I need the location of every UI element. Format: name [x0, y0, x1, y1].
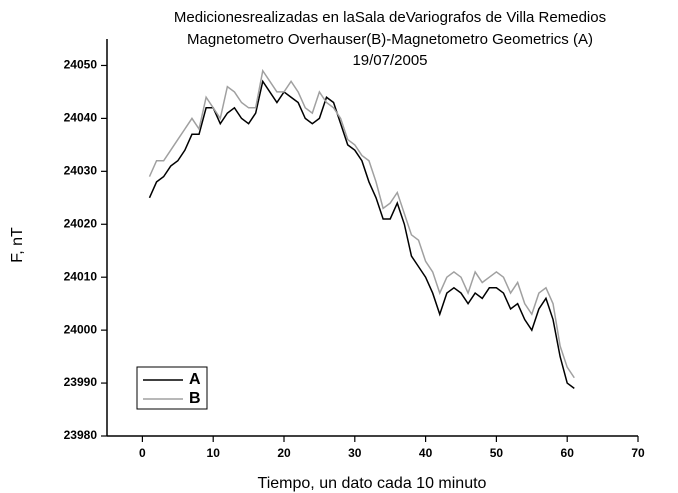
- y-tick-label: 24030: [64, 164, 98, 178]
- legend-box: [136, 366, 208, 410]
- series-line: [148, 68, 575, 379]
- x-tick-label: 40: [419, 446, 433, 460]
- y-tick-label: 24020: [64, 216, 98, 230]
- chart-subtitle: Magnetometro Overhauser(B)-Magnetometro …: [187, 31, 593, 48]
- x-tick-label: 0: [139, 446, 146, 460]
- y-tick-label: 24000: [64, 322, 98, 336]
- x-tick-label: 50: [490, 446, 504, 460]
- x-tick-label: 30: [348, 446, 362, 460]
- x-axis-title: Tiempo, un dato cada 10 minuto: [258, 475, 487, 492]
- x-tick-label: 20: [277, 446, 291, 460]
- y-tick-label: 24050: [64, 58, 98, 72]
- y-axis-title: F, nT: [9, 227, 26, 263]
- y-tick-label: 23980: [64, 428, 98, 442]
- legend-label: B: [189, 390, 201, 407]
- series-line: [148, 79, 575, 389]
- x-tick-label: 10: [207, 446, 221, 460]
- y-tick-label: 24040: [64, 111, 98, 125]
- y-tick-label: 24010: [64, 269, 98, 283]
- legend-label: A: [189, 371, 201, 388]
- chart-title: Medicionesrealizadas en laSala deVariogr…: [174, 9, 606, 26]
- chart-date: 19/07/2005: [352, 52, 427, 69]
- x-tick-label: 60: [561, 446, 575, 460]
- x-tick-label: 70: [631, 446, 645, 460]
- y-tick-label: 23990: [64, 375, 98, 389]
